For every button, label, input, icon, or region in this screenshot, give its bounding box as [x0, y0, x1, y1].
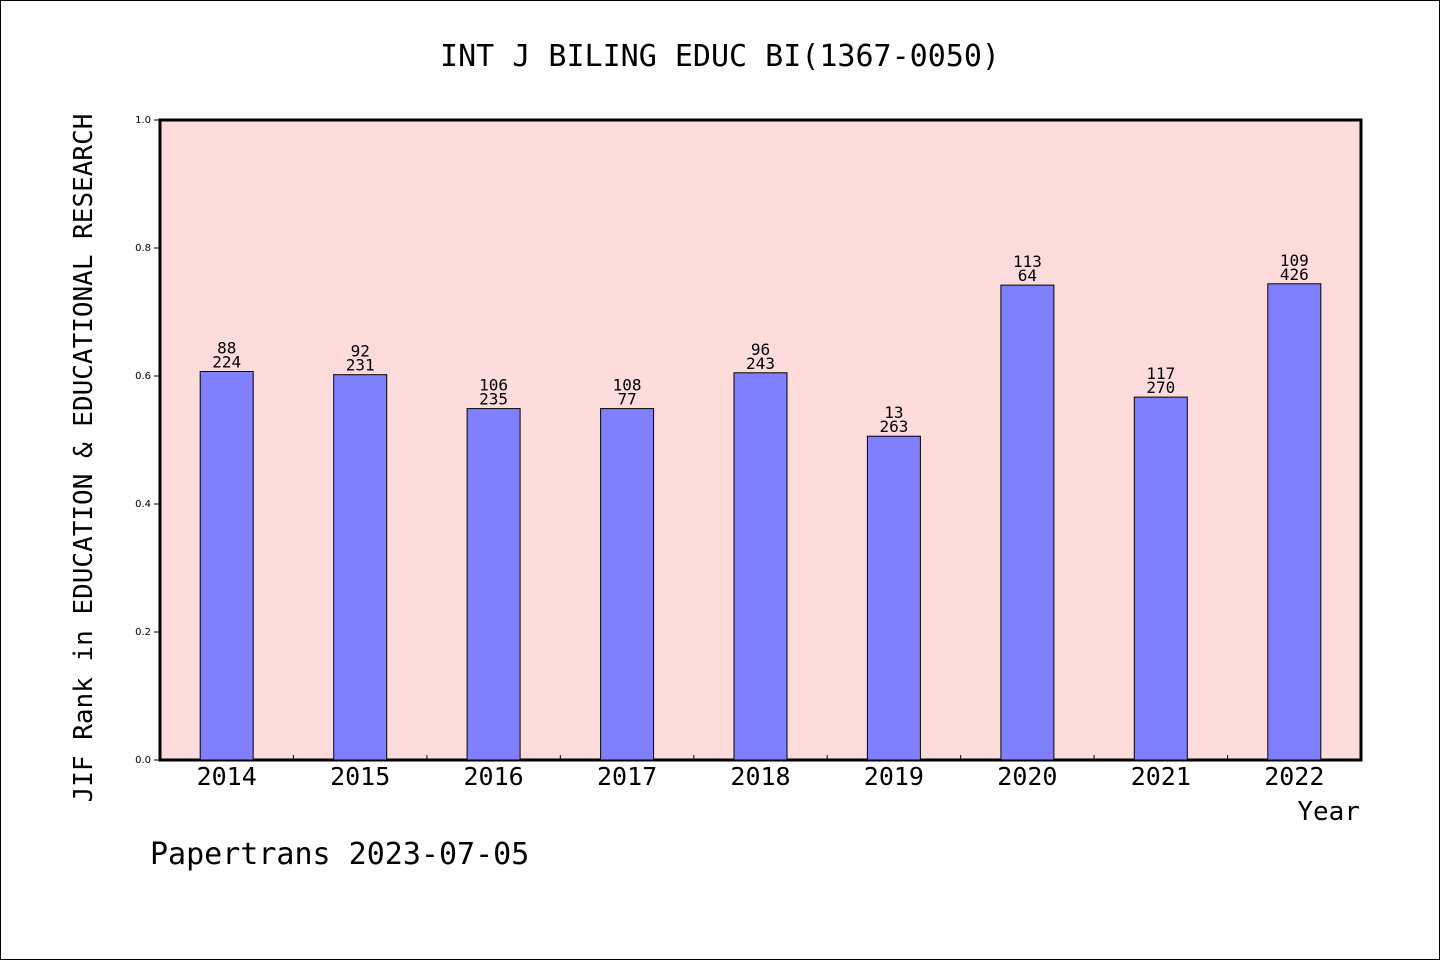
bar-label-bottom-2017: 77	[617, 390, 636, 409]
bar-label-top-2022: 109	[1280, 251, 1309, 270]
bar-label-top-2014: 88	[217, 339, 236, 358]
y-tick-label: 0.2	[135, 627, 151, 638]
x-tick-label-2022: 2022	[1264, 762, 1324, 791]
x-tick-label-2015: 2015	[330, 762, 390, 791]
x-tick-label-2021: 2021	[1131, 762, 1191, 791]
x-tick-label-2019: 2019	[864, 762, 924, 791]
bar-2018	[733, 372, 788, 761]
bars-group	[199, 283, 1322, 761]
y-axis: 0.0 0.2 0.4 0.6 0.8 1.0	[135, 115, 160, 766]
bar-2016	[466, 408, 521, 761]
y-tick-label: 1.0	[135, 115, 151, 126]
bar-label-bottom-2020: 64	[1018, 266, 1037, 285]
y-tick-label: 0.0	[135, 755, 151, 766]
bar-label-bottom-2019: 263	[879, 417, 908, 436]
bar-2014	[199, 371, 254, 761]
y-tick-label: 0.6	[135, 371, 151, 382]
x-axis: 2014 2015 2016 2017 2018 2019 2020 2021 2022	[197, 755, 1324, 791]
bar-label-bottom-2016: 235	[479, 390, 508, 409]
bar-label-top-2018: 96	[751, 340, 770, 359]
bar-2015	[333, 374, 388, 761]
x-tick-label-2016: 2016	[463, 762, 523, 791]
bar-label-bottom-2015: 231	[346, 356, 375, 375]
y-tick-label: 0.8	[135, 243, 151, 254]
x-tick-label-2017: 2017	[597, 762, 657, 791]
bar-label-top-2015: 92	[351, 342, 370, 361]
bar-label-top-2019: 13	[884, 403, 903, 422]
x-tick-label-2018: 2018	[730, 762, 790, 791]
footer-credit: Papertrans 2023-07-05	[150, 837, 529, 872]
bar-label-top-2020: 113	[1013, 252, 1042, 271]
bar-2020	[1000, 284, 1055, 761]
bar-2021	[1133, 396, 1188, 761]
bar-label-bottom-2022: 426	[1280, 265, 1309, 284]
chart-title: INT J BILING EDUC BI(1367-0050)	[440, 39, 1000, 74]
y-tick-label: 0.4	[135, 499, 151, 510]
x-tick-label-2014: 2014	[197, 762, 257, 791]
bar-2022	[1267, 283, 1322, 761]
x-axis-label: Year	[1297, 797, 1360, 827]
bar-label-top-2017: 108	[613, 376, 642, 395]
y-axis-label: JIF Rank in EDUCATION & EDUCATIONAL RESE…	[69, 114, 99, 803]
x-tick-label-2020: 2020	[997, 762, 1057, 791]
bar-label-bottom-2018: 243	[746, 354, 775, 373]
bar-label-top-2021: 117	[1146, 364, 1175, 383]
bar-2017	[600, 408, 655, 761]
bar-label-bottom-2021: 270	[1146, 378, 1175, 397]
bar-label-bottom-2014: 224	[212, 353, 241, 372]
bar-2019	[866, 435, 921, 761]
bar-label-top-2016: 106	[479, 376, 508, 395]
